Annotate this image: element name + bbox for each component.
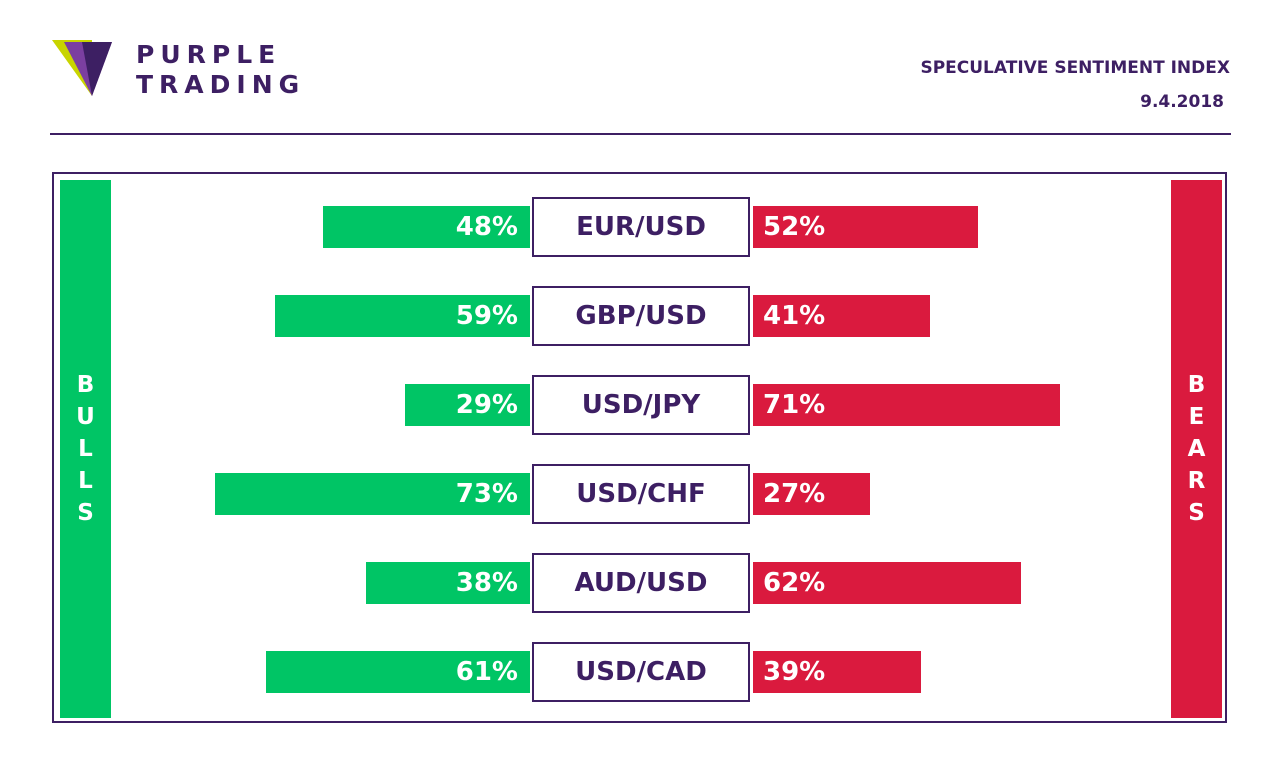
bulls-letter: S xyxy=(77,500,94,526)
bears-letter: A xyxy=(1187,436,1206,462)
bears-letter: B xyxy=(1187,372,1206,398)
bear-bar: 41% xyxy=(753,295,931,337)
bear-bar: 39% xyxy=(753,651,922,693)
bulls-letter: U xyxy=(76,404,95,430)
sentiment-row: 48% EUR/USD 52% xyxy=(0,197,1280,257)
bull-bar: 38% xyxy=(365,562,530,604)
sentiment-row: 38% AUD/USD 62% xyxy=(0,553,1280,613)
bears-side-bar: B E A R S xyxy=(1171,180,1222,718)
sentiment-row: 59% GBP/USD 41% xyxy=(0,286,1280,346)
report-date: 9.4.2018 xyxy=(1140,92,1224,112)
bull-bar: 29% xyxy=(404,384,530,426)
sentiment-row: 29% USD/JPY 71% xyxy=(0,375,1280,435)
bear-bar: 27% xyxy=(753,473,870,515)
currency-pair-label: GBP/USD xyxy=(532,286,750,346)
currency-pair-label: AUD/USD xyxy=(532,553,750,613)
brand-line-2: TRADING xyxy=(136,70,306,99)
brand-name: PURPLE TRADING xyxy=(136,40,305,100)
currency-pair-label: USD/CHF xyxy=(532,464,750,524)
bulls-letter: B xyxy=(76,372,95,398)
brand-line-1: PURPLE xyxy=(136,40,282,69)
chart-frame xyxy=(52,172,1227,723)
bulls-letter: L xyxy=(78,468,93,494)
currency-pair-label: USD/JPY xyxy=(532,375,750,435)
sentiment-row: 73% USD/CHF 27% xyxy=(0,464,1280,524)
bears-letter: S xyxy=(1188,500,1205,526)
page-title: SPECULATIVE SENTIMENT INDEX xyxy=(920,58,1230,78)
currency-pair-label: EUR/USD xyxy=(532,197,750,257)
bear-bar: 52% xyxy=(753,206,978,248)
bull-bar: 73% xyxy=(214,473,530,515)
bear-bar: 71% xyxy=(753,384,1060,426)
currency-pair-label: USD/CAD xyxy=(532,642,750,702)
bear-bar: 62% xyxy=(753,562,1021,604)
bulls-side-bar: B U L L S xyxy=(60,180,111,718)
purple-trading-logo-icon xyxy=(52,40,112,96)
bulls-letter: L xyxy=(78,436,93,462)
bears-letter: R xyxy=(1187,468,1206,494)
bull-bar: 61% xyxy=(266,651,530,693)
header-divider xyxy=(50,133,1231,135)
bears-letter: E xyxy=(1188,404,1205,430)
bull-bar: 48% xyxy=(322,206,530,248)
sentiment-row: 61% USD/CAD 39% xyxy=(0,642,1280,702)
bull-bar: 59% xyxy=(275,295,530,337)
